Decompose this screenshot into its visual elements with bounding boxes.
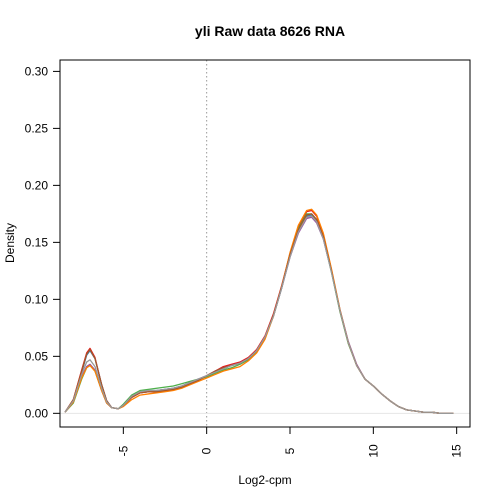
y-tick-label: 0.05	[25, 349, 49, 363]
chart-title: yli Raw data 8626 RNA	[195, 23, 345, 39]
y-axis-label: Density	[3, 223, 17, 263]
x-tick-label: 5	[283, 447, 297, 454]
x-tick-label: 10	[366, 444, 380, 458]
x-tick-label: 15	[450, 444, 464, 458]
x-axis: -5 0 5 10 15	[116, 426, 464, 458]
y-tick-label: 0.25	[25, 121, 49, 135]
x-tick-label: -5	[116, 445, 130, 456]
y-axis: 0.00 0.05 0.10 0.15 0.20 0.25 0.30	[25, 64, 61, 420]
y-tick-label: 0.30	[25, 64, 49, 78]
y-tick-label: 0.15	[25, 235, 49, 249]
y-tick-label: 0.00	[25, 406, 49, 420]
density-curve-7	[64, 215, 454, 414]
x-axis-label: Log2-cpm	[238, 473, 291, 487]
y-tick-label: 0.10	[25, 292, 49, 306]
density-curves	[64, 208, 454, 414]
x-tick-label: 0	[200, 447, 214, 454]
reference-lines	[60, 60, 470, 427]
y-tick-label: 0.20	[25, 178, 49, 192]
